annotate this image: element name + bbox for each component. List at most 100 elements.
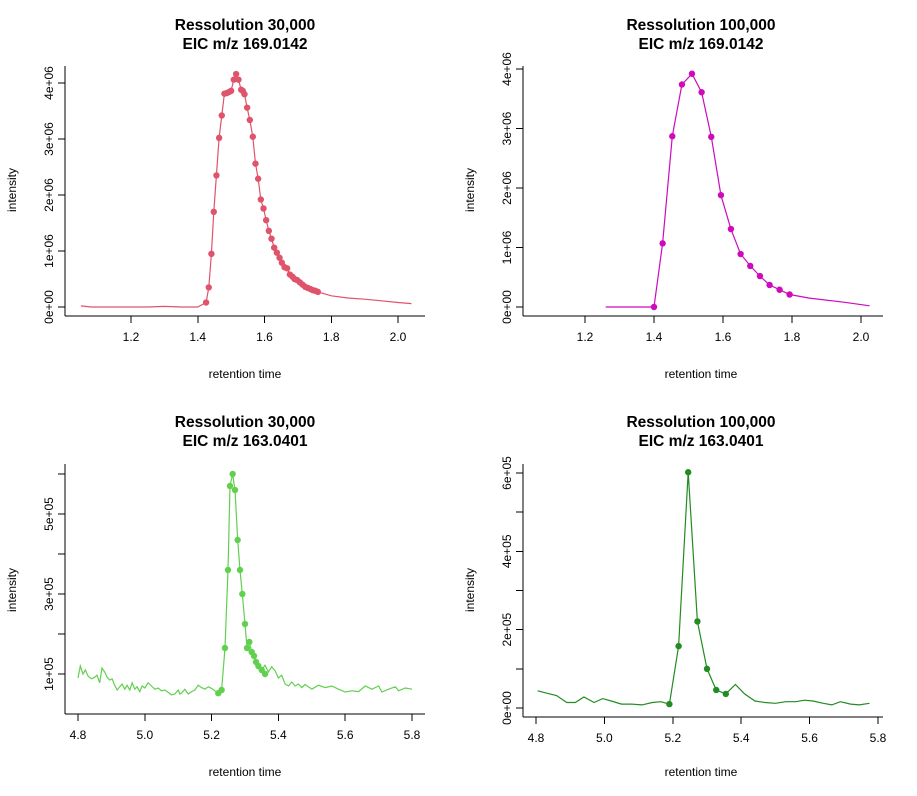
x-tick-label: 2.0: [853, 330, 870, 344]
data-point: [786, 291, 793, 298]
data-point: [249, 133, 257, 140]
x-tick-label: 5.2: [664, 731, 681, 745]
y-axis-label: intensity: [5, 568, 19, 612]
data-point: [236, 566, 244, 574]
data-point: [218, 686, 225, 694]
panel-bottom-left: Ressolution 30,000 EIC m/z 163.0401 rete…: [5, 414, 425, 779]
x-tick-label: 5.0: [136, 728, 153, 742]
data-point: [708, 133, 715, 141]
x-tick-label: 5.6: [801, 731, 818, 745]
data-point: [221, 644, 229, 652]
panel-top-left: Ressolution 30,000 EIC m/z 169.0142 rete…: [5, 17, 425, 381]
data-point: [703, 665, 711, 673]
y-tick-label: 3e+05: [42, 577, 56, 611]
y-tick-label: 0e+00: [42, 290, 56, 324]
x-axis-label: retention time: [209, 367, 282, 381]
data-point: [727, 225, 735, 233]
data-point: [776, 286, 783, 293]
data-point: [229, 470, 236, 478]
chart-title-line1: Ressolution 30,000: [175, 17, 315, 34]
data-point: [252, 160, 259, 167]
data-point: [766, 281, 773, 289]
data-point: [239, 590, 246, 598]
x-tick-label: 5.4: [270, 728, 287, 742]
data-point: [231, 486, 239, 494]
data-point: [213, 172, 220, 179]
chart-title-line2: EIC m/z 169.0142: [639, 36, 764, 53]
x-tick-label: 5.8: [870, 731, 887, 745]
y-axis-label: intensity: [463, 568, 477, 612]
x-axis-label: retention time: [209, 765, 282, 779]
y-tick-label: 4e+05: [500, 534, 514, 568]
chart-title-line1: Ressolution 100,000: [626, 414, 775, 431]
y-tick-label: 2e+06: [42, 178, 56, 212]
y-tick-label: 5e+05: [42, 497, 56, 531]
data-point: [226, 482, 234, 490]
data-point: [678, 81, 686, 88]
series-line: [537, 472, 870, 706]
data-point: [227, 87, 235, 95]
data-point: [215, 134, 223, 142]
series-line: [605, 72, 870, 308]
data-point: [243, 104, 251, 111]
data-point: [737, 250, 744, 258]
data-point: [717, 191, 725, 199]
x-tick-label: 4.8: [528, 731, 545, 745]
data-point: [243, 644, 251, 652]
x-tick-label: 5.0: [596, 731, 613, 745]
panel-bottom-right: Ressolution 100,000 EIC m/z 163.0401 ret…: [463, 414, 887, 779]
chart-title-line1: Ressolution 30,000: [175, 414, 315, 431]
data-point: [202, 299, 210, 306]
data-point: [650, 303, 658, 311]
y-tick-label: 3e+06: [42, 122, 56, 156]
data-point: [722, 690, 730, 698]
chart-title-line2: EIC m/z 163.0401: [183, 433, 308, 450]
y-tick-label: 2e+05: [500, 612, 514, 646]
data-point: [273, 249, 281, 256]
y-axis-label: intensity: [5, 168, 19, 212]
data-point: [218, 112, 225, 119]
data-point: [230, 76, 237, 83]
data-point: [698, 89, 705, 96]
y-tick-label: 0e+00: [500, 290, 514, 324]
data-point: [262, 217, 270, 224]
y-tick-label: 6e+05: [500, 456, 514, 490]
x-tick-label: 1.4: [646, 330, 663, 344]
data-point: [250, 652, 258, 660]
data-point: [265, 227, 273, 235]
data-point: [283, 265, 291, 272]
x-axis-label: retention time: [665, 765, 738, 779]
data-point: [210, 208, 217, 215]
data-point: [241, 91, 248, 98]
x-tick-label: 1.8: [323, 330, 340, 344]
data-point: [260, 205, 267, 212]
chart-title-line2: EIC m/z 163.0401: [639, 433, 764, 450]
y-tick-label: 2e+06: [500, 171, 514, 205]
x-tick-label: 1.8: [784, 330, 801, 344]
x-axis-label: retention time: [665, 367, 738, 381]
x-tick-label: 1.4: [189, 330, 206, 344]
data-point: [659, 240, 666, 247]
data-point: [666, 700, 673, 708]
x-tick-label: 1.2: [577, 330, 594, 344]
data-point: [254, 175, 262, 182]
y-tick-label: 4e+06: [500, 52, 514, 86]
y-tick-label: 1e+05: [42, 657, 56, 691]
chart-title-line1: Ressolution 100,000: [626, 17, 775, 34]
x-tick-label: 1.2: [123, 330, 140, 344]
data-point: [270, 244, 278, 251]
data-point: [246, 638, 253, 646]
data-point: [235, 76, 242, 83]
data-point: [276, 254, 283, 261]
chart-title-line2: EIC m/z 169.0142: [183, 36, 308, 53]
data-point: [246, 116, 254, 124]
data-point: [694, 618, 701, 625]
data-point: [688, 70, 696, 77]
data-point: [747, 262, 754, 270]
data-point: [241, 620, 249, 628]
data-point: [669, 133, 676, 140]
x-tick-label: 5.4: [733, 731, 750, 745]
data-point: [224, 566, 232, 574]
data-point: [208, 250, 215, 257]
